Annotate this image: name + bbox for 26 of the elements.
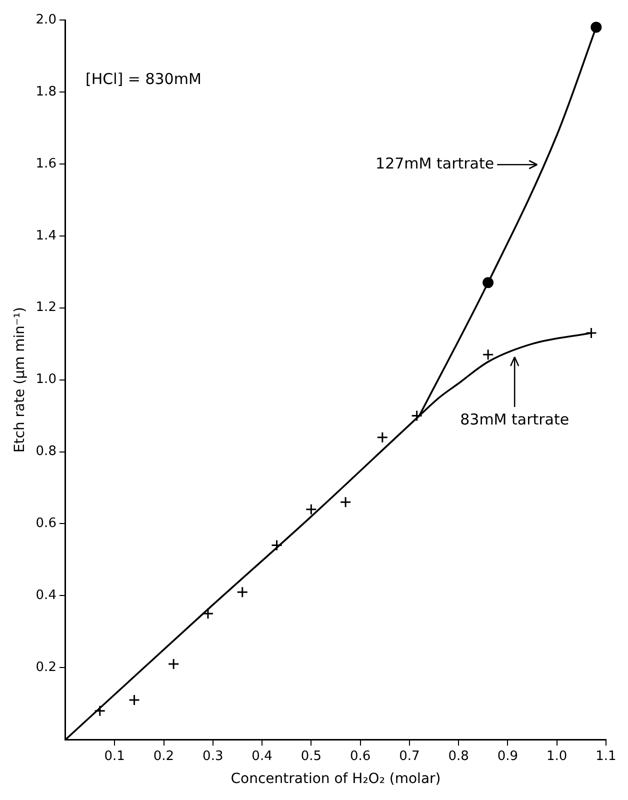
x-tick-label: 0.3 <box>202 748 224 764</box>
y-axis-title: Etch rate (μm min⁻¹) <box>12 307 28 453</box>
y-tick-label: 1.0 <box>36 372 56 388</box>
x-tick-label: 0.4 <box>252 748 272 764</box>
y-tick-label: 0.4 <box>36 588 56 604</box>
x-tick-label: 1.1 <box>596 748 616 764</box>
x-axis-title: Concentration of H₂O₂ (molar) <box>230 771 441 788</box>
y-tick-label: 1.2 <box>36 300 56 316</box>
y-tick-label: 1.8 <box>36 84 56 100</box>
y-tick-label: 0.8 <box>36 444 56 460</box>
x-tick-label: 0.6 <box>350 748 371 764</box>
x-tick-label: 0.8 <box>448 748 469 764</box>
annotation: [HCl] = 830mM <box>85 70 202 88</box>
series-label: 83mM tartrate <box>460 410 570 428</box>
y-tick-label: 1.4 <box>36 228 56 244</box>
y-tick-label: 2.0 <box>36 12 56 28</box>
x-tick-label: 0.5 <box>300 748 322 764</box>
y-tick-label: 0.6 <box>36 516 56 532</box>
x-tick-label: 0.9 <box>497 748 518 764</box>
x-tick-label: 0.7 <box>399 748 420 764</box>
y-tick-label: 1.6 <box>36 156 56 172</box>
y-tick-label: 0.2 <box>36 660 56 676</box>
legend-label: 127mM tartrate <box>376 154 494 173</box>
x-tick-label: 1.0 <box>546 748 568 764</box>
x-tick-label: 0.1 <box>104 748 125 764</box>
x-tick-label: 0.2 <box>153 748 174 764</box>
